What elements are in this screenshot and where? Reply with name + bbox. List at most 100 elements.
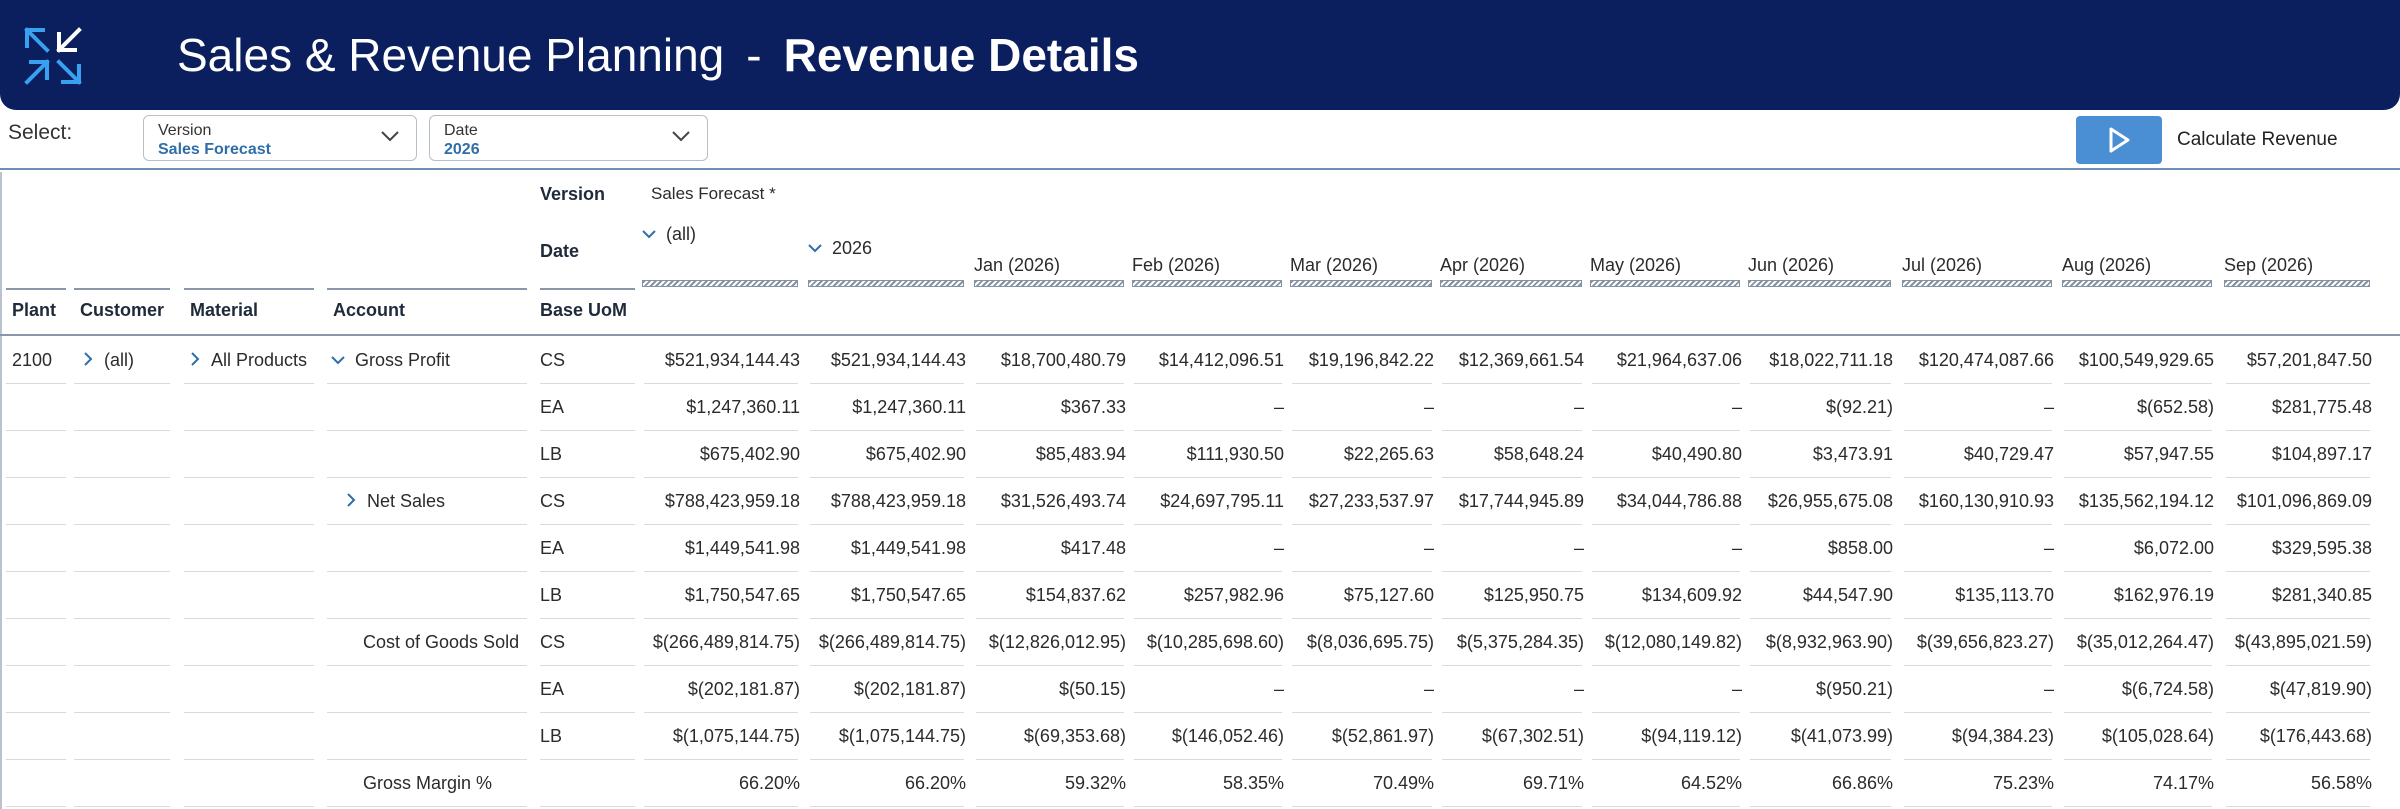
value-cell[interactable]: – [1423,679,1434,699]
value-cell[interactable]: $111,930.50 [1186,444,1284,464]
column-header[interactable]: 2026 [808,238,872,259]
account-cell[interactable]: Gross Profit [331,350,450,371]
value-cell[interactable]: $(652.58) [2136,397,2214,417]
value-cell[interactable]: – [1273,679,1284,699]
value-cell[interactable]: $(5,375,284.35) [1456,632,1584,652]
value-cell[interactable]: $(39,656,823.27) [1916,632,2054,652]
value-cell[interactable]: $22,265.63 [1343,444,1434,464]
value-cell[interactable]: $135,562,194.12 [2078,491,2214,511]
value-cell[interactable]: – [1731,679,1742,699]
value-cell[interactable]: $12,369,661.54 [1458,350,1584,370]
value-cell[interactable]: $(41,073.99) [1790,726,1893,746]
value-cell[interactable]: $18,700,480.79 [1000,350,1126,370]
value-cell[interactable]: $(35,012,264.47) [2076,632,2214,652]
value-cell[interactable]: $24,697,795.11 [1160,491,1284,511]
value-cell[interactable]: $(266,489,814.75) [652,632,800,652]
column-header[interactable]: Jan (2026) [974,255,1060,276]
value-cell[interactable]: $367.33 [1060,397,1126,417]
value-cell[interactable]: $1,247,360.11 [686,397,800,417]
value-cell[interactable]: $34,044,786.88 [1616,491,1742,511]
value-cell[interactable]: $104,897.17 [2271,444,2372,464]
value-cell[interactable]: $(69,353.68) [1023,726,1126,746]
value-cell[interactable]: $257,982.96 [1183,585,1284,605]
date-dropdown[interactable]: Date 2026 [429,115,708,161]
value-cell[interactable]: $100,549,929.65 [2078,350,2214,370]
value-cell[interactable]: – [2043,397,2054,417]
value-cell[interactable]: – [1731,538,1742,558]
value-cell[interactable]: $57,201,847.50 [2246,350,2372,370]
value-cell[interactable]: $134,609.92 [1641,585,1742,605]
value-cell[interactable]: – [1573,538,1584,558]
value-cell[interactable]: $1,449,541.98 [684,538,800,558]
value-cell[interactable]: 75.23% [1992,773,2054,793]
value-cell[interactable]: $57,947.55 [2123,444,2214,464]
column-header[interactable]: Jul (2026) [1902,255,1982,276]
value-cell[interactable]: $3,473.91 [1812,444,1893,464]
value-cell[interactable]: $(146,052.46) [1171,726,1284,746]
column-header[interactable]: Sep (2026) [2224,255,2313,276]
value-cell[interactable]: $(8,932,963.90) [1765,632,1893,652]
value-cell[interactable]: – [1273,397,1284,417]
value-cell[interactable]: $85,483.94 [1035,444,1126,464]
column-header[interactable]: Mar (2026) [1290,255,1378,276]
value-cell[interactable]: 74.17% [2152,773,2214,793]
calculate-revenue-button[interactable]: Calculate Revenue [2076,114,2400,166]
column-header[interactable]: Feb (2026) [1132,255,1220,276]
value-cell[interactable]: $(202,181.87) [687,679,800,699]
dim-header-account[interactable]: Account [333,300,405,320]
value-cell[interactable]: $(176,443.68) [2259,726,2372,746]
value-cell[interactable]: $1,750,547.65 [684,585,800,605]
value-cell[interactable]: – [1273,538,1284,558]
value-cell[interactable]: $675,402.90 [699,444,800,464]
value-cell[interactable]: $40,490.80 [1651,444,1742,464]
value-cell[interactable]: $75,127.60 [1343,585,1434,605]
value-cell[interactable]: – [1423,538,1434,558]
value-cell[interactable]: $(8,036,695.75) [1306,632,1434,652]
value-cell[interactable]: $(50.15) [1058,679,1126,699]
value-cell[interactable]: $44,547.90 [1802,585,1893,605]
value-cell[interactable]: $(950.21) [1815,679,1893,699]
account-cell[interactable]: Gross Margin % [363,773,492,794]
dim-header-plant[interactable]: Plant [12,300,57,320]
value-cell[interactable]: $(47,819.90) [2269,679,2372,699]
value-cell[interactable]: $521,934,144.43 [830,350,966,370]
value-cell[interactable]: $788,423,959.18 [830,491,966,511]
value-cell[interactable]: 66.86% [1831,773,1893,793]
value-cell[interactable]: – [1423,397,1434,417]
value-cell[interactable]: 70.49% [1372,773,1434,793]
value-cell[interactable]: $18,022,711.18 [1769,350,1893,370]
value-cell[interactable]: – [1731,397,1742,417]
column-header[interactable]: (all) [642,224,696,245]
value-cell[interactable]: $(6,724.58) [2121,679,2214,699]
value-cell[interactable]: $(105,028.64) [2101,726,2214,746]
account-cell[interactable]: Cost of Goods Sold [363,632,519,653]
value-cell[interactable]: 64.52% [1680,773,1742,793]
value-cell[interactable]: $281,340.85 [2271,585,2372,605]
value-cell[interactable]: $101,096,869.09 [2236,491,2372,511]
value-cell[interactable]: $(1,075,144.75) [672,726,800,746]
value-cell[interactable]: $329,595.38 [2271,538,2372,558]
value-cell[interactable]: $21,964,637.06 [1616,350,1742,370]
value-cell[interactable]: $40,729.47 [1963,444,2054,464]
value-cell[interactable]: $27,233,537.97 [1308,491,1434,511]
value-cell[interactable]: $(52,861.97) [1331,726,1434,746]
value-cell[interactable]: $58,648.24 [1493,444,1584,464]
value-cell[interactable]: $417.48 [1060,538,1126,558]
value-cell[interactable]: $(67,302.51) [1481,726,1584,746]
value-cell[interactable]: – [1573,679,1584,699]
value-cell[interactable]: $(1,075,144.75) [838,726,966,746]
value-cell[interactable]: $(43,895,021.59) [2234,632,2372,652]
dim-header-customer[interactable]: Customer [80,300,165,320]
value-cell[interactable]: $858.00 [1827,538,1893,558]
value-cell[interactable]: $(92.21) [1825,397,1893,417]
value-cell[interactable]: $521,934,144.43 [664,350,800,370]
value-cell[interactable]: $1,247,360.11 [852,397,966,417]
value-cell[interactable]: $135,113.70 [1955,585,2054,605]
value-cell[interactable]: $281,775.48 [2271,397,2372,417]
material-cell[interactable]: All Products [189,350,307,371]
value-cell[interactable]: $1,449,541.98 [850,538,966,558]
value-cell[interactable]: 66.20% [904,773,966,793]
value-cell[interactable]: $162,976.19 [2113,585,2214,605]
value-cell[interactable]: 56.58% [2310,773,2372,793]
value-cell[interactable]: – [1573,397,1584,417]
